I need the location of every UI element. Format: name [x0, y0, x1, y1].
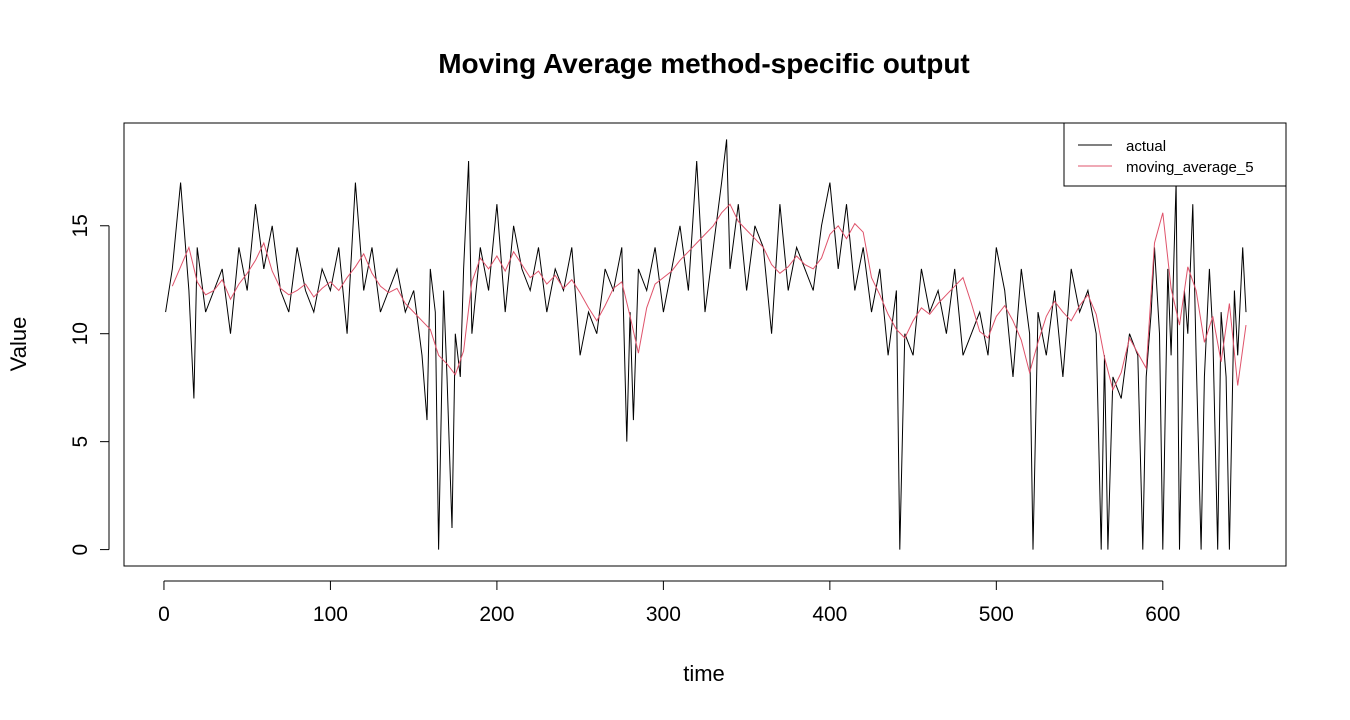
y-axis-label: Value [6, 317, 31, 372]
series-line-moving-average-5 [171, 203, 1247, 392]
y-tick-label: 15 [69, 214, 92, 237]
x-tick-label: 100 [313, 603, 348, 626]
series-layer [165, 139, 1247, 550]
legend-box [1063, 122, 1287, 187]
y-tick-label: 10 [69, 322, 92, 345]
legend: actual moving_average_5 [1063, 122, 1287, 187]
x-tick-label: 500 [979, 603, 1014, 626]
legend-label-moving-average-5: moving_average_5 [1126, 159, 1254, 176]
x-axis-label: time [683, 661, 725, 686]
legend-label-actual: actual [1126, 138, 1166, 155]
x-tick-label: 600 [1145, 603, 1180, 626]
chart-title: Moving Average method-specific output [438, 48, 970, 79]
y-tick-label: 0 [69, 544, 92, 556]
plot-frame [123, 122, 1287, 567]
x-tick-label: 400 [812, 603, 847, 626]
y-tick-label: 5 [69, 436, 92, 448]
x-tick-label: 200 [479, 603, 514, 626]
y-axis: 0 5 10 15 [69, 214, 110, 556]
series-line-actual [165, 139, 1247, 550]
x-tick-label: 300 [646, 603, 681, 626]
x-axis: 0 100 200 300 400 500 600 [158, 580, 1180, 626]
x-tick-label: 0 [158, 603, 170, 626]
